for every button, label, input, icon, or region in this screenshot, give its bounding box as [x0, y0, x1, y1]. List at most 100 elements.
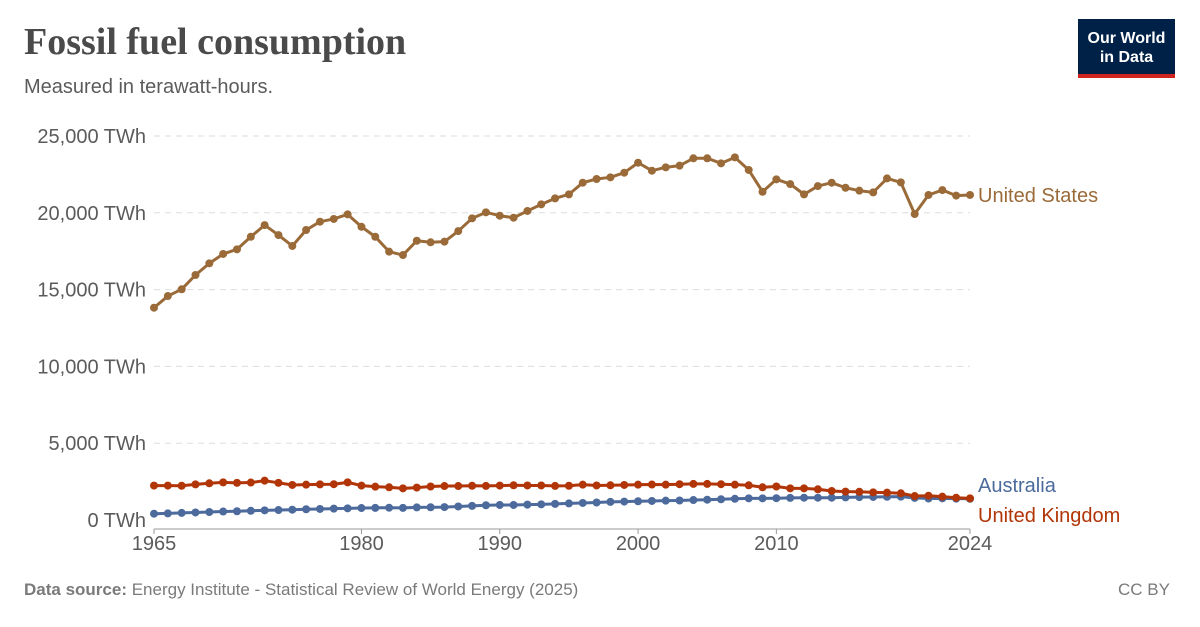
data-point: [302, 480, 311, 489]
data-point: [841, 183, 850, 192]
data-point: [468, 501, 477, 510]
data-source: Data source: Energy Institute - Statisti…: [24, 580, 578, 600]
data-point: [703, 154, 712, 163]
data-point: [578, 498, 587, 507]
data-point: [564, 481, 573, 490]
data-point: [371, 232, 380, 241]
owid-logo[interactable]: Our World in Data: [1078, 19, 1175, 78]
chart-subtitle: Measured in terawatt-hours.: [24, 76, 274, 98]
data-point: [150, 303, 158, 312]
data-point: [786, 484, 795, 493]
data-point: [440, 237, 449, 246]
source-text[interactable]: Energy Institute - Statistical Review of…: [131, 580, 579, 599]
data-point: [689, 479, 698, 488]
data-point: [703, 479, 712, 488]
data-point: [827, 486, 836, 495]
y-tick-label: 5,000 TWh: [49, 433, 146, 455]
data-point: [620, 168, 629, 177]
data-point: [329, 214, 338, 223]
data-point: [495, 211, 504, 220]
data-point: [468, 481, 477, 490]
data-point: [205, 508, 214, 517]
data-point: [855, 487, 864, 496]
data-point: [274, 478, 283, 487]
y-tick-label: 0 TWh: [87, 510, 146, 532]
data-point: [620, 480, 629, 489]
data-point: [315, 480, 324, 489]
data-point: [385, 503, 394, 512]
data-point: [786, 493, 795, 502]
x-tick-label: 1990: [478, 533, 523, 555]
data-point: [551, 481, 560, 490]
data-point: [689, 496, 698, 505]
data-point: [592, 498, 601, 507]
data-point: [896, 178, 905, 187]
data-point: [163, 509, 172, 518]
data-point: [412, 503, 421, 512]
data-point: [343, 478, 352, 487]
data-point: [813, 182, 822, 191]
data-point: [219, 478, 228, 487]
data-point: [509, 500, 518, 509]
data-point: [274, 506, 283, 515]
data-point: [730, 153, 739, 162]
data-point: [246, 232, 255, 241]
data-point: [523, 500, 532, 509]
data-point: [454, 482, 463, 491]
data-point: [827, 493, 836, 502]
data-point: [966, 494, 974, 503]
data-point: [841, 487, 850, 496]
data-point: [357, 481, 366, 490]
data-point: [177, 508, 186, 517]
data-point: [606, 497, 615, 506]
data-point: [343, 504, 352, 513]
data-point: [246, 478, 255, 487]
series-label: United Kingdom: [978, 505, 1120, 527]
data-point: [205, 259, 214, 268]
data-point: [315, 504, 324, 513]
series-label: United States: [978, 185, 1098, 207]
data-point: [717, 480, 726, 489]
data-point: [744, 165, 753, 174]
data-point: [883, 488, 892, 497]
source-label: Data source:: [24, 580, 127, 599]
data-point: [537, 200, 546, 209]
data-point: [288, 480, 297, 489]
x-tick-label: 1980: [339, 533, 384, 555]
data-point: [398, 484, 407, 493]
data-point: [634, 480, 643, 489]
logo-line-1: Our World: [1087, 30, 1166, 47]
data-point: [232, 507, 241, 516]
data-point: [426, 503, 435, 512]
data-point: [357, 222, 366, 231]
data-point: [343, 210, 352, 219]
data-point: [426, 482, 435, 491]
data-point: [288, 505, 297, 514]
data-point: [302, 505, 311, 514]
data-point: [288, 241, 297, 250]
data-point: [551, 499, 560, 508]
data-point: [412, 236, 421, 245]
x-tick-label: 1965: [132, 533, 177, 555]
data-point: [481, 481, 490, 490]
data-point: [523, 206, 532, 215]
chart-title: Fossil fuel consumption: [24, 21, 407, 63]
x-tick-label: 2010: [754, 533, 799, 555]
series-label: Australia: [978, 475, 1057, 497]
data-point: [454, 502, 463, 511]
data-point: [952, 191, 961, 200]
license[interactable]: CC BY: [1118, 580, 1170, 599]
data-point: [537, 481, 546, 490]
data-point: [730, 494, 739, 503]
data-point: [551, 194, 560, 203]
data-point: [564, 190, 573, 199]
data-point: [661, 163, 670, 172]
x-tick-label: 2024: [948, 533, 993, 555]
data-point: [800, 484, 809, 493]
data-point: [966, 190, 974, 199]
data-point: [910, 210, 919, 219]
data-point: [246, 506, 255, 515]
data-point: [481, 501, 490, 510]
